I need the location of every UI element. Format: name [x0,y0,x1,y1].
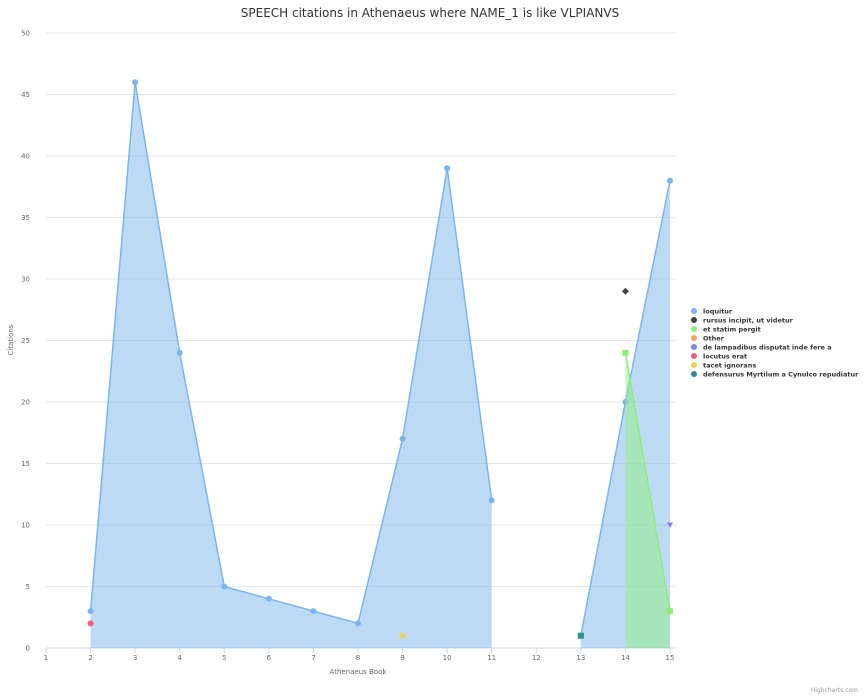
y-tick-label-6: 30 [21,276,30,284]
y-tick-label-8: 40 [21,153,30,161]
y-tick-label-2: 10 [21,522,30,530]
series-0-line-0 [89,82,493,625]
x-tick-label-6: 7 [311,654,315,662]
series-2 [622,349,673,648]
legend-item-6[interactable]: tacet ignorans [691,362,756,370]
legend-item-2[interactable]: et statim pergit [691,326,761,334]
legend-symbol-6 [691,362,697,368]
legend-label-4: de lampadibus disputat inde fere a [703,344,832,352]
x-tick-label-3: 4 [177,654,182,662]
legend-label-7: defensurus Myrtilum a Cynulco repudiatur [703,371,859,379]
y-tick-label-1: 5 [26,583,30,591]
series-0 [87,79,673,648]
y-tick-label-0: 0 [26,645,30,653]
series-4-point-0[interactable] [667,522,673,529]
credits-text[interactable]: Highcharts.com [811,687,858,694]
legend-item-1[interactable]: rursus incipit, ut videtur [691,317,794,325]
series-0-point-1[interactable] [132,79,139,86]
x-axis-ticks: 1 2 3 4 5 6 7 8 9 10 11 12 13 14 15 [44,648,675,662]
series-0-point-4[interactable] [265,595,272,602]
legend-item-4[interactable]: de lampadibus disputat inde fere a [691,344,832,352]
series-2-area-0 [625,352,670,648]
series-0-area-0 [90,82,492,648]
x-tick-label-1: 2 [88,654,92,662]
x-tick-label-12: 13 [576,654,585,662]
legend-symbol-1 [691,317,697,323]
legend-label-6: tacet ignorans [703,362,756,370]
x-tick-label-13: 14 [621,654,630,662]
series-0-point-2[interactable] [176,349,183,356]
series-0-point-3[interactable] [221,583,228,590]
x-tick-label-8: 9 [400,654,404,662]
series-6 [399,632,406,639]
legend-symbol-4 [691,344,697,350]
y-tick-label-4: 20 [21,399,30,407]
x-tick-label-10: 11 [487,654,496,662]
series-0-point-8[interactable] [444,165,451,172]
legend-symbol-2 [691,326,697,332]
legend-item-5[interactable]: locutus erat [691,353,747,361]
legend-item-3[interactable]: Other [691,335,725,343]
legend-label-2: et statim pergit [703,326,761,334]
legend-item-7[interactable]: defensurus Myrtilum a Cynulco repudiatur [691,371,859,379]
series-0-point-6[interactable] [355,620,361,627]
series-4 [667,522,673,529]
x-tick-label-7: 8 [356,654,360,662]
x-tick-label-0: 1 [44,654,48,662]
y-tick-label-9: 45 [21,91,30,99]
chart-title: SPEECH citations in Athenaeus where NAME… [241,6,619,20]
x-tick-label-11: 12 [532,654,541,662]
y-tick-label-3: 15 [21,460,30,468]
legend-label-3: Other [703,335,725,343]
series-6-point-0[interactable] [399,632,406,639]
series-5-point-0[interactable] [87,620,94,627]
series-7-point-0[interactable] [577,632,584,639]
plot-area [87,79,673,648]
series-2-point-0[interactable] [622,349,629,356]
legend-label-5: locutus erat [703,353,747,361]
x-tick-label-9: 10 [443,654,452,662]
series-2-line-0 [624,352,671,612]
y-axis-title: Citations [7,324,15,355]
legend-symbol-7 [691,371,697,377]
series-0-point-7[interactable] [399,435,406,442]
series-0-point-0[interactable] [87,608,94,615]
legend-item-0[interactable]: loquitur [691,308,733,316]
series-0-point-9[interactable] [488,497,495,504]
legend-symbol-3 [691,335,697,341]
y-tick-label-7: 35 [21,214,30,222]
series-0-point-5[interactable] [310,608,317,615]
x-tick-label-2: 3 [133,654,137,662]
y-tick-label-5: 25 [21,337,30,345]
x-tick-label-5: 6 [267,654,272,662]
legend-symbol-5 [691,353,697,359]
y-tick-label-10: 50 [21,30,30,38]
legend-label-0: loquitur [703,308,733,316]
series-7 [577,632,584,639]
x-tick-label-4: 5 [222,654,226,662]
legend-symbol-0 [691,308,697,314]
series-5 [87,620,94,627]
x-axis-title: Athenaeus Book [330,668,388,676]
x-tick-label-14: 15 [666,654,675,662]
y-axis-ticks: 0 5 10 15 20 25 30 35 40 45 50 [21,30,30,653]
series-1 [621,287,629,295]
series-1-point-0[interactable] [621,287,629,295]
legend-label-1: rursus incipit, ut videtur [703,317,794,325]
series-0-point-12[interactable] [667,177,673,184]
series-2-point-1[interactable] [667,608,673,615]
